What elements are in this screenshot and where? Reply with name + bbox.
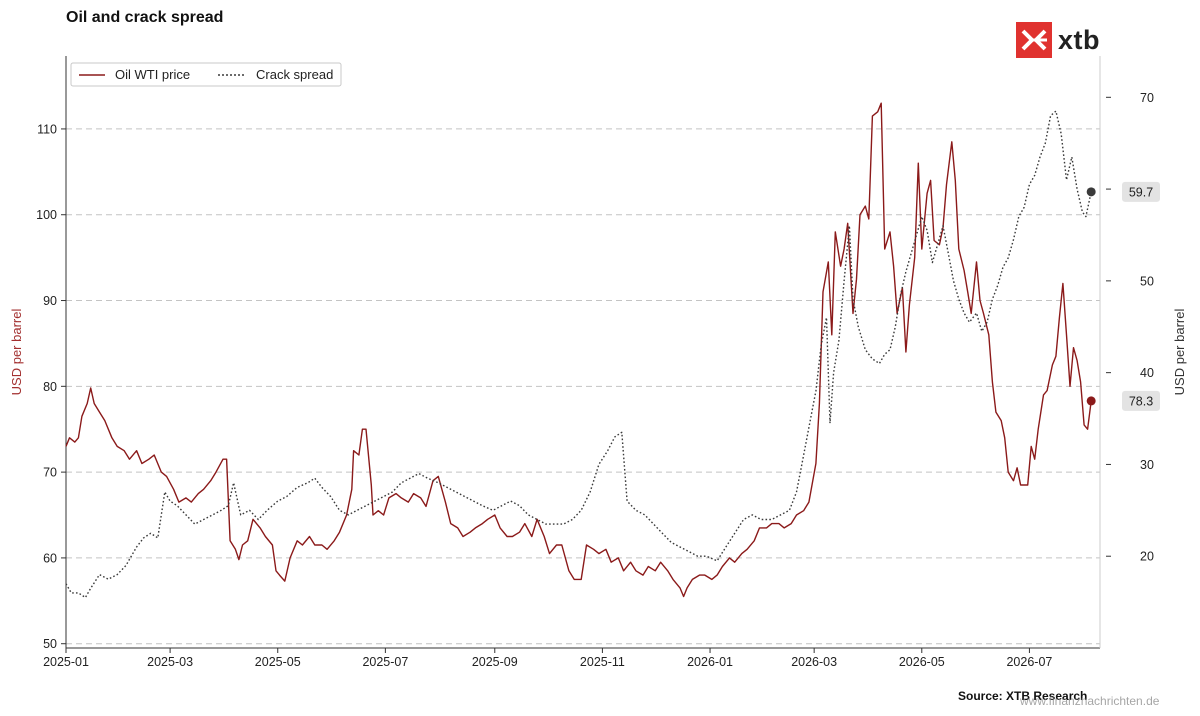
left-tick-label: 100 [36,208,57,222]
last-value-marker [1086,396,1096,406]
left-tick-label: 70 [43,466,57,480]
left-axis-label: USD per barrel [9,309,24,396]
watermark: www.finanznachrichten.de [1020,694,1160,708]
axes [65,56,1101,649]
chart-title: Oil and crack spread [66,9,224,26]
legend-label-crack: Crack spread [256,67,333,82]
left-tick-label: 50 [43,637,57,651]
x-tick-label: 2025-11 [580,655,625,669]
x-tick-label: 2026-03 [791,655,837,669]
source-note: Source: XTB Research [958,689,1088,703]
right-axis-label: USD per barrel [1172,309,1187,396]
x-tick-label: 2026-05 [899,655,945,669]
series-line-crack [65,110,1092,599]
last-value-badge [1122,390,1160,411]
x-tick-label: 2025-09 [472,655,518,669]
right-tick-label: 30 [1140,458,1154,472]
right-tick-label: 50 [1140,274,1154,288]
left-tick-label: 90 [43,294,57,308]
x-tick-label: 2025-01 [43,655,89,669]
series-line-oil [65,102,1092,598]
x-tick-label: 2025-05 [255,655,301,669]
legend-label-oil: Oil WTI price [115,67,190,82]
x-tick-label: 2026-01 [687,655,733,669]
left-tick-label: 60 [43,551,57,565]
xtb-logo: xtb [1016,22,1100,58]
last-value-label: 78.3 [1129,394,1153,408]
xtb-logo-text: xtb [1058,24,1100,55]
last-value-marker [1086,187,1096,197]
right-tick-label: 70 [1140,91,1154,105]
x-tick-label: 2025-07 [362,655,408,669]
last-value-badge [1122,181,1160,202]
legend-box [70,62,342,87]
gridlines [66,128,1100,645]
left-tick-label: 110 [37,122,57,136]
last-value-label: 59.7 [1129,185,1153,199]
x-tick-label: 2026-07 [1006,655,1052,669]
xtb-logo-mark-icon [1016,22,1052,58]
right-tick-label: 20 [1140,550,1154,564]
legend: Oil WTI price Crack spread [70,62,342,87]
x-tick-label: 2025-03 [147,655,193,669]
right-tick-label: 40 [1140,366,1154,380]
left-tick-label: 80 [43,380,57,394]
